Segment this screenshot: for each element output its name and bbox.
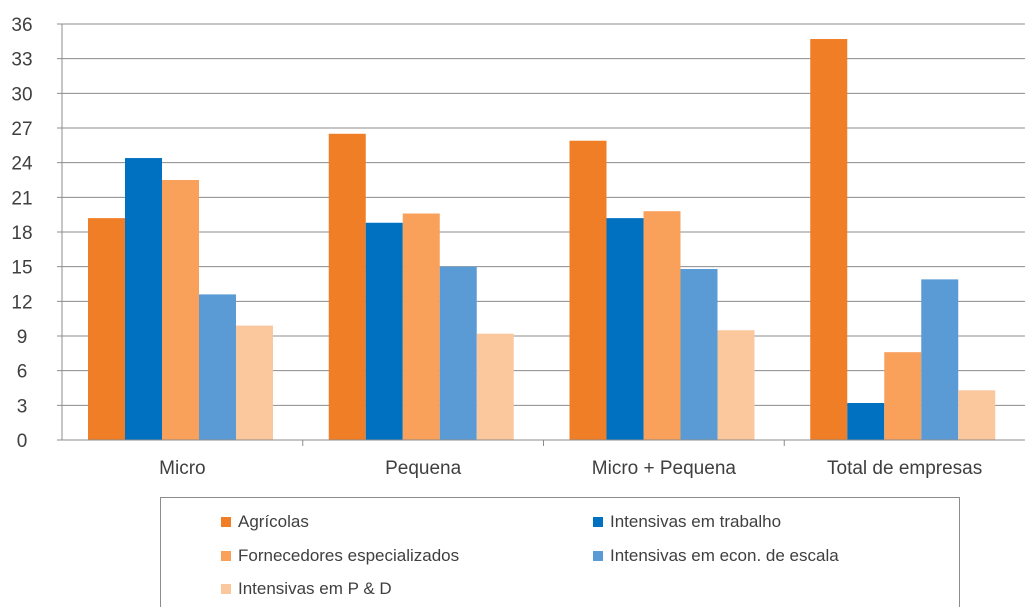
bar xyxy=(476,333,514,440)
y-tick-label: 33 xyxy=(11,50,32,71)
x-category-label: Micro xyxy=(159,458,205,479)
legend-label: Agrícolas xyxy=(238,512,309,531)
y-tick-label: 18 xyxy=(11,223,32,244)
legend-label: Fornecedores especializados xyxy=(238,546,460,565)
legend-label: Intensivas em trabalho xyxy=(610,512,782,531)
legend-swatch xyxy=(593,551,603,561)
y-tick-label: 9 xyxy=(17,327,28,348)
legend-swatch xyxy=(593,517,603,527)
y-tick-label: 6 xyxy=(17,362,28,383)
bar xyxy=(365,222,403,440)
legend: Agrícolas Intensivas em trabalho Fornece… xyxy=(160,497,960,607)
legend-label: Intensivas em econ. de escala xyxy=(610,546,839,565)
legend-item-intensivas-escala: Intensivas em econ. de escala xyxy=(593,544,839,568)
bar xyxy=(847,403,885,440)
legend-item-fornecedores: Fornecedores especializados xyxy=(221,544,459,568)
bar xyxy=(236,325,273,440)
y-tick-label: 36 xyxy=(11,15,32,36)
y-tick-label: 21 xyxy=(11,188,32,209)
bar xyxy=(88,218,125,440)
legend-item-intensivas-trabalho: Intensivas em trabalho xyxy=(593,510,781,534)
axes xyxy=(57,23,1025,446)
y-tick-label: 12 xyxy=(11,292,32,313)
legend-item-agricolas: Agrícolas xyxy=(221,510,309,534)
bar xyxy=(810,39,848,441)
bar xyxy=(958,390,996,440)
legend-swatch xyxy=(221,517,231,527)
bar xyxy=(884,352,922,440)
bar xyxy=(402,213,440,440)
legend-swatch xyxy=(221,584,231,594)
bar xyxy=(643,211,681,440)
legend-swatch xyxy=(221,551,231,561)
bars xyxy=(88,39,996,441)
y-tick-label: 0 xyxy=(17,431,28,452)
x-axis-category-labels: Micro Pequena Micro + Pequena Total de empr… xyxy=(159,458,982,479)
bar xyxy=(717,330,755,440)
y-tick-label: 15 xyxy=(11,258,32,279)
bar xyxy=(328,133,366,440)
x-category-label: Micro + Pequena xyxy=(592,458,737,479)
bar xyxy=(606,218,644,440)
bar xyxy=(439,266,477,440)
legend-label: Intensivas em P & D xyxy=(238,579,392,598)
bar xyxy=(125,158,162,441)
bar xyxy=(680,268,718,440)
x-category-label: Pequena xyxy=(385,458,462,479)
bar xyxy=(162,180,199,440)
x-category-label: Total de empresas xyxy=(827,458,982,479)
y-tick-label: 30 xyxy=(11,84,32,105)
y-tick-label: 24 xyxy=(11,154,33,175)
legend-item-intensivas-pd: Intensivas em P & D xyxy=(221,577,392,601)
bar xyxy=(199,294,236,440)
bar xyxy=(921,279,959,440)
bar xyxy=(569,140,607,440)
y-tick-label: 27 xyxy=(11,119,32,140)
y-tick-label: 3 xyxy=(17,396,28,417)
